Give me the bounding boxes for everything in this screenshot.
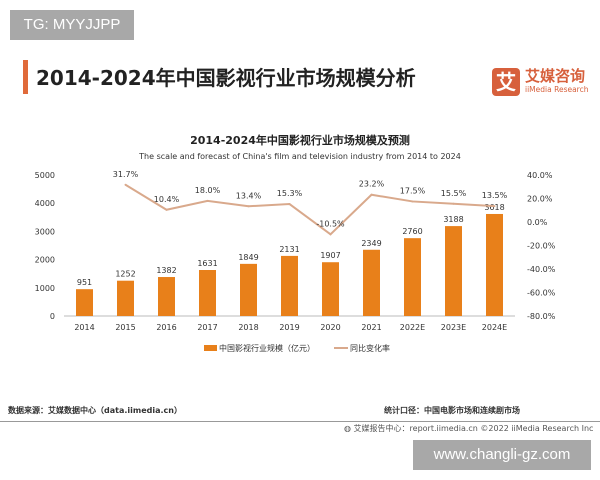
divider	[0, 421, 600, 422]
bar	[199, 270, 216, 316]
bar-label: 2349	[361, 239, 381, 248]
y-left-tick-label: 4000	[35, 199, 55, 208]
x-tick-label: 2017	[197, 323, 217, 332]
rate-label: 15.5%	[441, 189, 467, 198]
bar	[76, 289, 93, 316]
data-source: 数据来源：艾媒数据中心（data.iimedia.cn）	[8, 406, 182, 415]
y-right-tick-label: 40.0%	[527, 171, 553, 180]
bar	[363, 249, 380, 316]
x-tick-label: 2016	[156, 323, 176, 332]
x-tick-label: 2014	[74, 323, 94, 332]
rate-line	[124, 183, 495, 236]
data-scope: 统计口径：中国电影市场和连续剧市场	[384, 406, 520, 415]
bar-label: 1252	[115, 270, 135, 279]
bar-label: 951	[77, 278, 92, 287]
y-left-tick-label: 2000	[35, 256, 55, 265]
y-left-tick-label: 5000	[35, 171, 55, 180]
legend-bar-label: 中国影视行业规模（亿元）	[219, 343, 315, 353]
logo-text-en: iiMedia Research	[525, 85, 589, 94]
bar	[117, 280, 134, 316]
bar-label: 1631	[197, 259, 217, 268]
chart-subtitle: The scale and forecast of China's film a…	[139, 152, 461, 161]
rate-point	[165, 208, 168, 211]
bar	[322, 262, 339, 316]
bar	[158, 277, 175, 316]
bar-label: 3618	[484, 203, 504, 212]
bar	[404, 238, 421, 316]
bar-label: 3188	[443, 215, 463, 224]
y-left-tick-label: 1000	[35, 284, 55, 293]
rate-point	[288, 203, 291, 206]
rate-point	[206, 199, 209, 202]
bar-label: 1907	[320, 251, 340, 260]
title-accent-bar	[23, 60, 28, 94]
x-tick-label: 2015	[115, 323, 135, 332]
rate-label: 31.7%	[113, 170, 139, 179]
x-tick-label: 2024E	[482, 323, 507, 332]
y-right-tick-label: -20.0%	[527, 242, 556, 251]
bar	[281, 255, 298, 316]
bar-label: 1382	[156, 266, 176, 275]
bar	[486, 213, 503, 316]
rate-label: 10.4%	[154, 195, 180, 204]
page-title: 2014-2024年中国影视行业市场规模分析	[36, 66, 416, 90]
y-right-tick-label: -60.0%	[527, 289, 556, 298]
rate-label: 23.2%	[359, 180, 385, 189]
globe-icon: ◍	[344, 424, 354, 433]
logo-text-cn: 艾媒咨询	[525, 67, 586, 85]
y-right-tick-label: -80.0%	[527, 312, 556, 321]
rate-label: -10.5%	[316, 219, 345, 228]
rate-label: 17.5%	[400, 186, 426, 195]
rate-point	[452, 202, 455, 205]
rate-point	[247, 205, 250, 208]
watermark-top: TG: MYYJJPP	[10, 10, 134, 40]
x-tick-label: 2018	[238, 323, 258, 332]
y-left-tick-label: 3000	[35, 227, 55, 236]
x-tick-label: 2023E	[441, 323, 466, 332]
legend-bar-swatch	[204, 345, 217, 351]
legend-line-label: 同比变化率	[350, 343, 390, 353]
rate-point	[329, 233, 332, 236]
rate-label: 13.4%	[236, 191, 262, 200]
rate-point	[124, 183, 127, 186]
footer-credit: ◍ 艾媒报告中心：report.iimedia.cn ©2022 iiMedia…	[344, 423, 593, 434]
x-tick-label: 2020	[320, 323, 340, 332]
bar-label: 2760	[402, 227, 422, 236]
credit-text: 艾媒报告中心：report.iimedia.cn ©2022 iiMedia R…	[353, 424, 594, 433]
y-left-tick-label: 0	[50, 312, 55, 321]
bar-label: 2131	[279, 245, 299, 254]
rate-point	[370, 193, 373, 196]
y-right-tick-label: 20.0%	[527, 195, 553, 204]
watermark-bottom: www.changli-gz.com	[413, 440, 591, 470]
bar	[240, 263, 257, 316]
y-right-tick-label: 0.0%	[527, 218, 548, 227]
x-tick-label: 2022E	[400, 323, 425, 332]
chart-title: 2014-2024年中国影视行业市场规模及预测	[190, 134, 410, 147]
bar-label: 1849	[238, 253, 258, 262]
logo-mark: 艾	[492, 68, 520, 96]
x-tick-label: 2019	[279, 323, 299, 332]
bar	[445, 226, 462, 316]
rate-label: 18.0%	[195, 186, 221, 195]
y-right-tick-label: -40.0%	[527, 265, 556, 274]
rate-point	[411, 200, 414, 203]
rate-point	[493, 205, 496, 208]
rate-label: 13.5%	[482, 191, 508, 200]
logo: 艾 艾媒咨询 iiMedia Research	[492, 62, 600, 102]
x-tick-label: 2021	[361, 323, 381, 332]
rate-label: 15.3%	[277, 189, 303, 198]
